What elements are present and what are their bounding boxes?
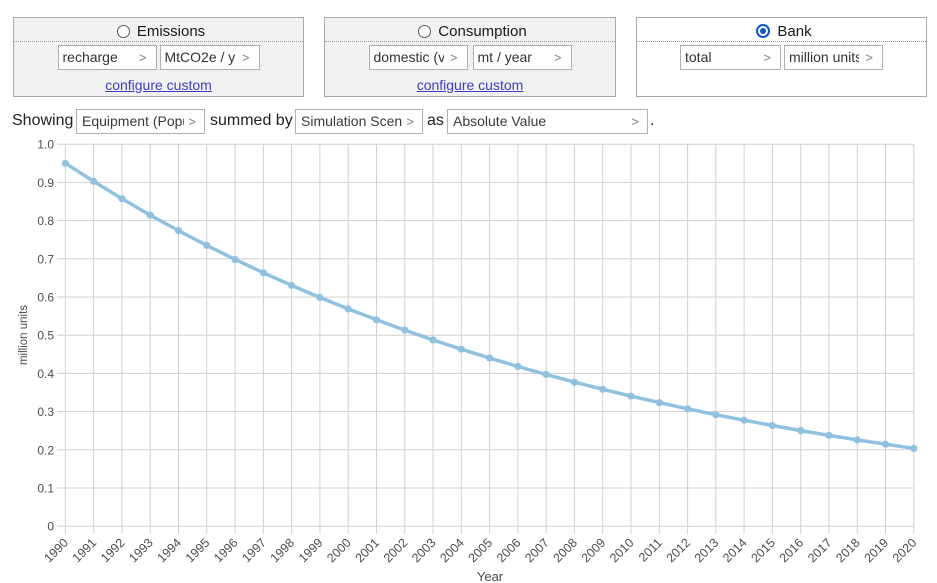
svg-text:0.2: 0.2 xyxy=(37,443,54,457)
svg-text:2014: 2014 xyxy=(720,536,750,566)
svg-text:0.7: 0.7 xyxy=(37,252,54,266)
svg-text:1992: 1992 xyxy=(98,536,128,566)
svg-text:2001: 2001 xyxy=(353,536,383,566)
svg-text:2006: 2006 xyxy=(494,536,524,566)
svg-text:2020: 2020 xyxy=(890,536,920,566)
svg-text:2009: 2009 xyxy=(579,536,609,566)
svg-text:2010: 2010 xyxy=(607,536,637,566)
svg-text:2005: 2005 xyxy=(466,536,496,566)
svg-text:0: 0 xyxy=(47,520,54,534)
svg-text:2000: 2000 xyxy=(324,536,354,566)
svg-text:1991: 1991 xyxy=(70,536,100,566)
svg-text:1997: 1997 xyxy=(239,536,269,566)
svg-text:0.5: 0.5 xyxy=(37,329,54,343)
svg-text:2015: 2015 xyxy=(748,536,778,566)
svg-text:0.6: 0.6 xyxy=(37,291,54,305)
svg-text:2007: 2007 xyxy=(522,536,552,566)
svg-text:2013: 2013 xyxy=(692,536,722,566)
svg-text:0.1: 0.1 xyxy=(37,482,54,496)
svg-text:2008: 2008 xyxy=(550,536,580,566)
svg-text:million units: million units xyxy=(18,305,30,365)
svg-text:0.4: 0.4 xyxy=(37,367,54,381)
svg-text:1990: 1990 xyxy=(41,536,71,566)
svg-text:2019: 2019 xyxy=(862,536,892,566)
svg-text:1999: 1999 xyxy=(296,536,326,566)
svg-text:0.9: 0.9 xyxy=(37,176,54,190)
svg-text:2003: 2003 xyxy=(409,536,439,566)
svg-text:0.3: 0.3 xyxy=(37,405,54,419)
svg-text:1996: 1996 xyxy=(211,536,241,566)
svg-text:2002: 2002 xyxy=(381,536,411,566)
svg-text:2018: 2018 xyxy=(833,536,863,566)
svg-text:0.8: 0.8 xyxy=(37,214,54,228)
svg-text:Year: Year xyxy=(477,569,504,583)
svg-text:2016: 2016 xyxy=(777,536,807,566)
svg-text:1.0: 1.0 xyxy=(37,138,54,152)
svg-text:2017: 2017 xyxy=(805,536,835,566)
svg-text:2004: 2004 xyxy=(437,536,467,566)
svg-text:2012: 2012 xyxy=(664,536,694,566)
svg-text:1994: 1994 xyxy=(155,536,185,566)
svg-text:1998: 1998 xyxy=(268,536,298,566)
svg-text:1993: 1993 xyxy=(126,536,156,566)
svg-text:2011: 2011 xyxy=(636,536,665,565)
svg-text:1995: 1995 xyxy=(183,536,213,566)
